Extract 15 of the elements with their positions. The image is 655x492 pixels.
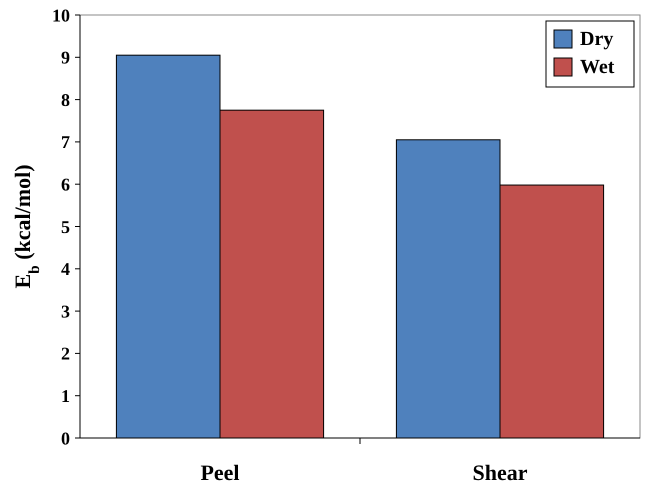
- y-tick-label: 5: [61, 216, 70, 237]
- y-tick-label: 1: [61, 386, 70, 406]
- y-tick-label: 9: [61, 48, 70, 68]
- y-tick-label: 0: [61, 428, 70, 448]
- x-tick-label: Peel: [200, 460, 240, 485]
- y-tick-label: 3: [61, 301, 70, 322]
- y-tick-label: 6: [61, 174, 70, 194]
- x-tick-label: Shear: [472, 460, 528, 485]
- y-tick-label: 10: [52, 5, 70, 26]
- y-tick-label: 4: [61, 259, 70, 280]
- legend-label: Wet: [580, 56, 615, 78]
- y-tick-label: 8: [61, 90, 70, 110]
- y-tick-label: 7: [61, 132, 70, 152]
- legend-label: Dry: [580, 28, 614, 50]
- y-tick-label: 2: [61, 344, 70, 364]
